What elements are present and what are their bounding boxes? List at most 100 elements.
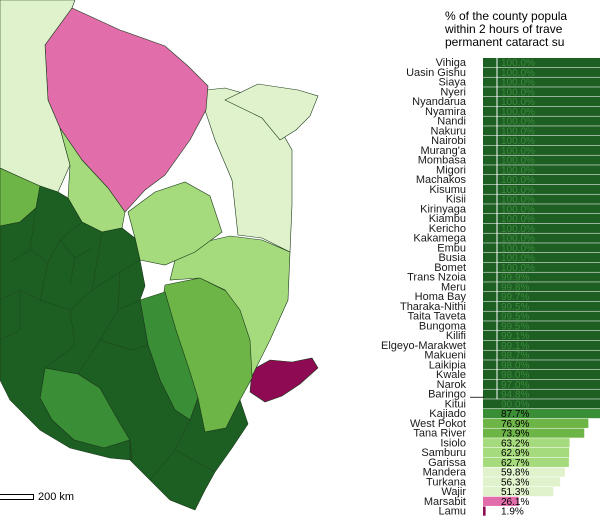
county-garissa[interactable] xyxy=(169,235,291,378)
bar-kilifi[interactable] xyxy=(483,331,600,341)
value-label: 100.0% xyxy=(501,136,535,147)
bar-nakuru[interactable] xyxy=(483,126,600,136)
value-label: 98.0% xyxy=(501,360,529,371)
category-label: Kwale xyxy=(436,369,466,381)
value-label: 87.7% xyxy=(501,409,529,420)
category-label: Marsabit xyxy=(424,496,466,508)
bar-tharaka-nithi[interactable] xyxy=(483,301,600,311)
value-label: 99.7% xyxy=(501,292,529,303)
bar-homa-bay[interactable] xyxy=(483,292,600,302)
category-label: Tharaka-Nithi xyxy=(400,301,466,313)
bar-vihiga[interactable] xyxy=(483,58,600,68)
bar-nyamira[interactable] xyxy=(483,106,600,116)
category-label: Homa Bay xyxy=(415,291,467,303)
county-cluster-central[interactable] xyxy=(0,185,249,511)
bar-kericho[interactable] xyxy=(483,223,600,233)
value-label: 100.0% xyxy=(501,253,535,264)
value-label: 100.0% xyxy=(501,117,535,128)
bar-samburu[interactable] xyxy=(483,448,570,458)
category-label: Nyandarua xyxy=(412,96,467,108)
bar-machakos[interactable] xyxy=(483,175,600,185)
bar-garissa[interactable] xyxy=(483,457,569,467)
category-label: Uasin Gishu xyxy=(406,67,466,79)
bar-makueni[interactable] xyxy=(483,350,600,360)
category-label: Bungoma xyxy=(419,320,467,332)
value-label: 100.0% xyxy=(501,97,535,108)
value-label: 99.9% xyxy=(501,273,529,284)
bar-west-pokot[interactable] xyxy=(483,418,589,428)
bar-busia[interactable] xyxy=(483,253,600,263)
bar-baringo[interactable] xyxy=(483,389,600,399)
category-label: West Pokot xyxy=(410,418,466,430)
bar-turkana[interactable] xyxy=(483,477,561,487)
value-label: 94.8% xyxy=(501,390,529,401)
category-label: Siaya xyxy=(438,77,466,89)
bar-taita-taveta[interactable] xyxy=(483,311,600,321)
bar-meru[interactable] xyxy=(483,282,600,292)
category-label: Wajir xyxy=(441,486,466,498)
bar-kitui[interactable] xyxy=(483,399,600,409)
value-label: 99.5% xyxy=(501,321,529,332)
value-label: 56.3% xyxy=(501,477,529,488)
bar-narok[interactable] xyxy=(483,379,600,389)
bar-murang-a[interactable] xyxy=(483,145,600,155)
county-lamu[interactable] xyxy=(249,357,319,403)
bar-nyandarua[interactable] xyxy=(483,97,600,107)
value-label: 90.0% xyxy=(501,399,529,410)
bar-mandera[interactable] xyxy=(483,467,565,477)
category-label: Kisii xyxy=(446,194,466,206)
category-label: Isiolo xyxy=(440,437,466,449)
bar-bomet[interactable] xyxy=(483,262,600,272)
bar-wajir[interactable] xyxy=(483,487,554,497)
bar-tana-river[interactable] xyxy=(483,428,585,438)
bar-kisumu[interactable] xyxy=(483,184,600,194)
bar-kwale[interactable] xyxy=(483,370,600,380)
category-label: Elgeyo-Marakwet xyxy=(381,340,466,352)
category-label: Kilifi xyxy=(446,330,466,342)
value-label: 100.0% xyxy=(501,165,535,176)
bar-marsabit[interactable] xyxy=(483,496,519,506)
value-label: 100.0% xyxy=(501,204,535,215)
value-label: 97.0% xyxy=(501,380,529,391)
category-label: Kitui xyxy=(445,398,466,410)
value-label: 98.7% xyxy=(501,351,529,362)
value-label: 98.0% xyxy=(501,370,529,381)
bar-lamu[interactable] xyxy=(483,506,486,516)
value-label: 100.0% xyxy=(501,146,535,157)
bar-trans-nzoia[interactable] xyxy=(483,272,600,282)
category-label: Kajiado xyxy=(429,408,466,420)
bar-laikipia[interactable] xyxy=(483,360,600,370)
value-label: 63.2% xyxy=(501,438,529,449)
value-label: 100.0% xyxy=(501,263,535,274)
value-label: 100.0% xyxy=(501,68,535,79)
bar-bungoma[interactable] xyxy=(483,321,600,331)
category-label: Mombasa xyxy=(418,155,467,167)
bar-siaya[interactable] xyxy=(483,77,600,87)
chart-title-line-1: % of the county popula xyxy=(445,10,568,23)
bar-nairobi[interactable] xyxy=(483,136,600,146)
bar-migori[interactable] xyxy=(483,165,600,175)
chart-title-line-3: permanent cataract su xyxy=(445,35,565,49)
value-label: 100.0% xyxy=(501,175,535,186)
county-mandera[interactable] xyxy=(224,83,319,141)
bar-isiolo[interactable] xyxy=(483,438,570,448)
category-label: Nandi xyxy=(437,116,466,128)
bar-embu[interactable] xyxy=(483,243,600,253)
category-label: Trans Nzoia xyxy=(407,272,467,284)
category-label: Nakuru xyxy=(431,125,466,137)
bar-kakamega[interactable] xyxy=(483,233,600,243)
category-label: Nyamira xyxy=(425,106,467,118)
bar-nyeri[interactable] xyxy=(483,87,600,97)
bar-elgeyo-marakwet[interactable] xyxy=(483,340,600,350)
bar-kirinyaga[interactable] xyxy=(483,204,600,214)
category-label: Samburu xyxy=(421,447,466,459)
category-label: Murang'a xyxy=(420,145,466,157)
bar-kiambu[interactable] xyxy=(483,214,600,224)
bar-mombasa[interactable] xyxy=(483,155,600,165)
bar-uasin-gishu[interactable] xyxy=(483,67,600,77)
bar-nandi[interactable] xyxy=(483,116,600,126)
bar-kisii[interactable] xyxy=(483,194,600,204)
value-label: 100.0% xyxy=(501,234,535,245)
bar-kajiado[interactable] xyxy=(483,409,600,419)
